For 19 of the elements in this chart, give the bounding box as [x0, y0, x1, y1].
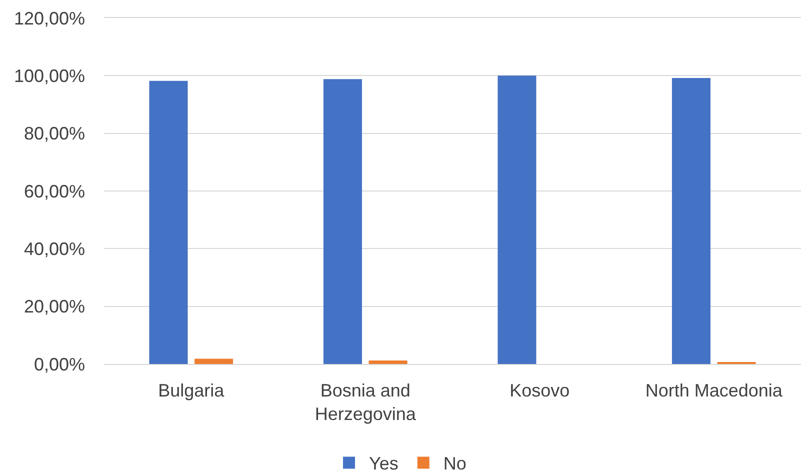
x-tick-label: Kosovo [510, 380, 570, 401]
y-tick-label: 20,00% [24, 296, 85, 317]
x-tick-label: North Macedonia [645, 380, 784, 401]
legend-label: No [443, 454, 466, 474]
x-tick-label: Bosnia and Herzegovina [314, 380, 417, 424]
bar [368, 360, 408, 364]
y-tick-label: 120,00% [14, 8, 85, 28]
x-tick-label: Bulgaria [158, 380, 226, 401]
y-tick-label: 80,00% [24, 124, 85, 144]
y-tick-label: 100,00% [14, 66, 85, 86]
y-tick-label: 0,00% [34, 354, 85, 374]
bar [672, 78, 710, 364]
bar [149, 80, 188, 364]
bar [498, 76, 536, 364]
y-tick-label: 40,00% [24, 238, 85, 259]
bar [194, 358, 234, 364]
y-tick-label: 60,00% [24, 181, 85, 202]
legend-label: Yes [369, 454, 398, 474]
bar [323, 79, 362, 364]
